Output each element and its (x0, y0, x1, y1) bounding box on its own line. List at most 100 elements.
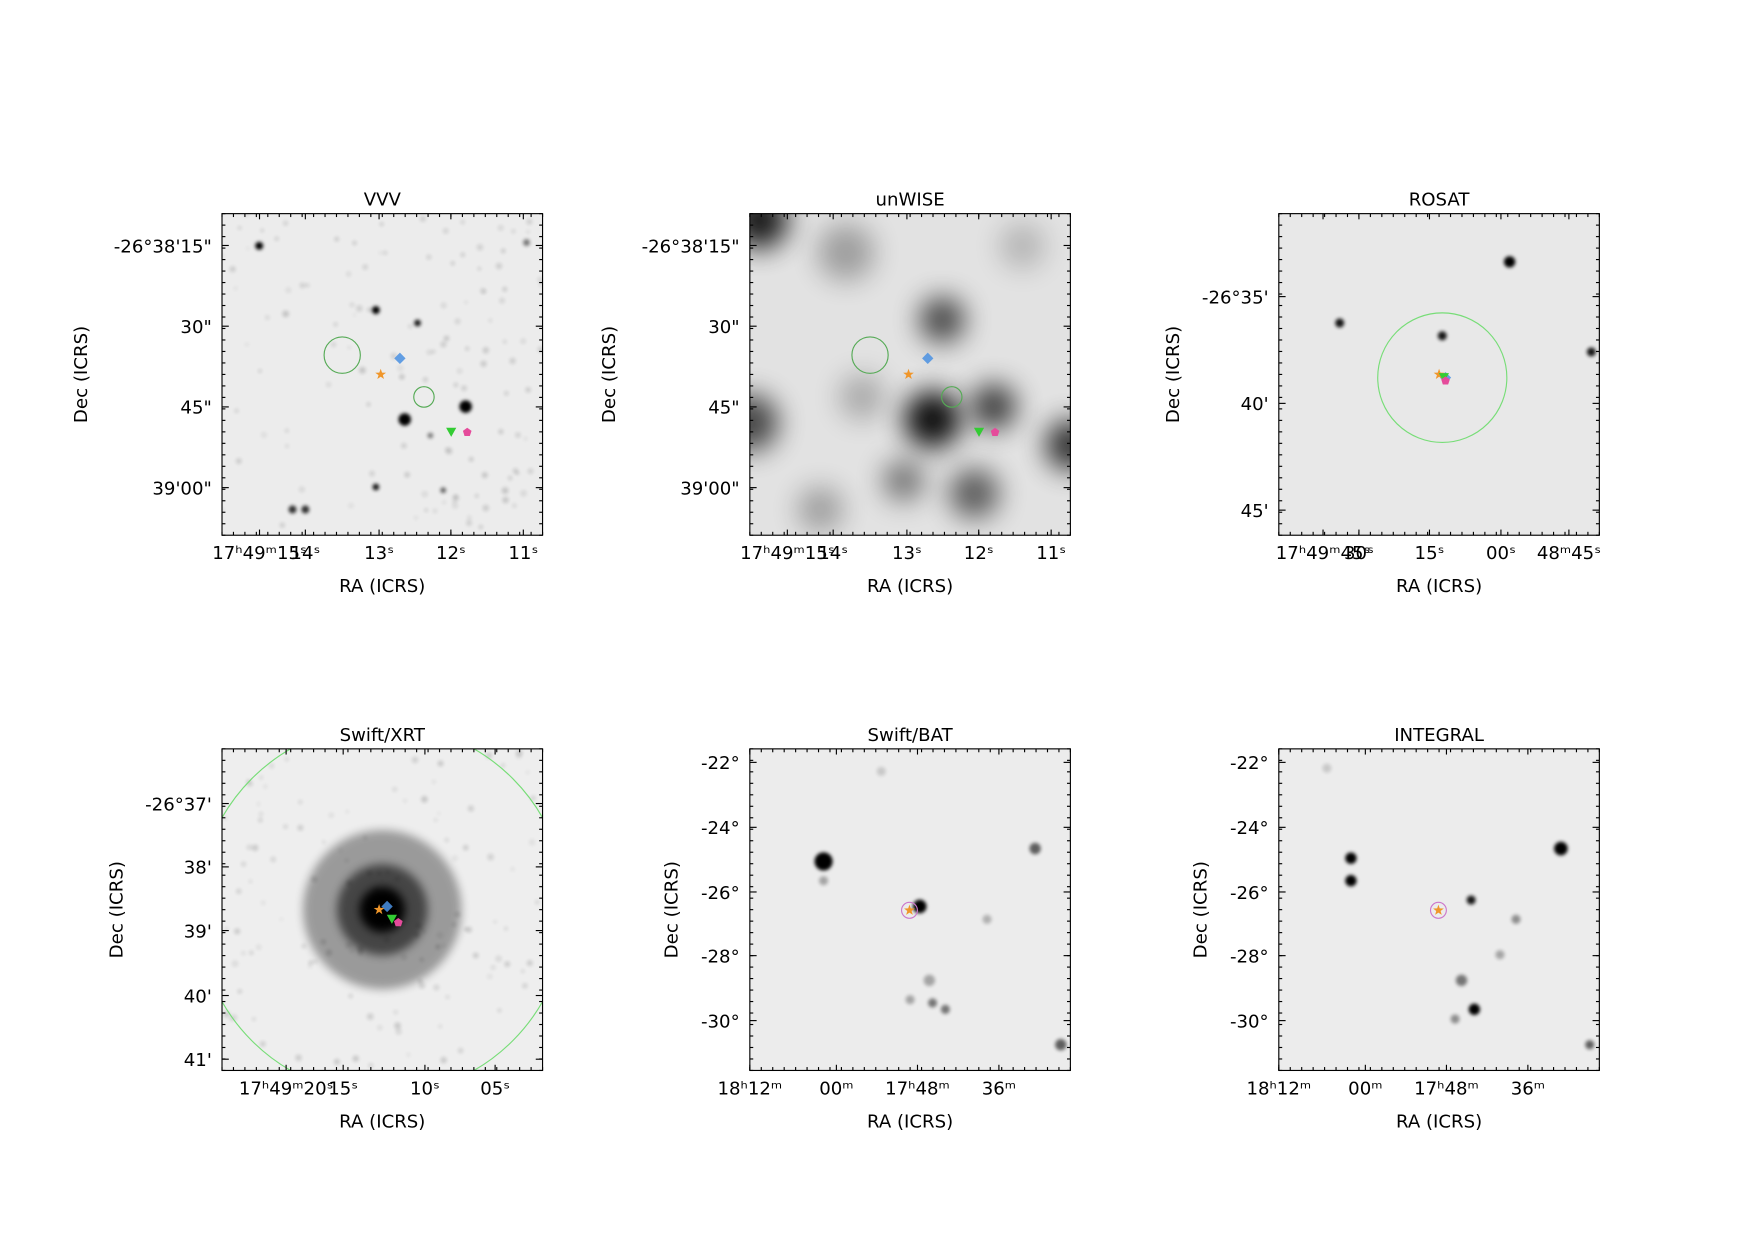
x-tick-label: 13ˢ (364, 543, 394, 564)
error-circle (900, 901, 918, 919)
marker-diamond (381, 900, 393, 913)
faint-source (269, 763, 275, 769)
faint-source (504, 961, 511, 967)
faint-source (334, 236, 339, 242)
faint-source (485, 752, 493, 759)
source (749, 394, 779, 452)
faint-source (466, 520, 472, 526)
faint-source (421, 796, 428, 803)
faint-source (421, 490, 428, 498)
faint-source (486, 973, 493, 980)
source (1586, 347, 1596, 357)
x-tick-label: 30ˢ (1344, 543, 1374, 564)
faint-source (298, 486, 305, 493)
y-tick-label: 39' (184, 921, 212, 942)
faint-source (477, 266, 482, 271)
y-tick-label: -28° (1230, 946, 1269, 967)
faint-source (236, 888, 242, 894)
faint-source (456, 368, 463, 374)
faint-source (495, 262, 503, 270)
faint-source (422, 377, 428, 383)
source (982, 914, 992, 924)
faint-source (284, 757, 289, 762)
x-axis-label: RA (ICRS) (339, 576, 425, 597)
faint-source (407, 324, 413, 329)
faint-source (461, 385, 467, 392)
faint-source (333, 322, 338, 327)
panel: INTEGRAL 18ʰ12ᵐ 00ᵐ 17ʰ48ᵐ 36ᵐ -22° -24° -26° -2… (1190, 725, 1600, 1132)
faint-source (369, 470, 375, 477)
faint-source (251, 1016, 257, 1022)
faint-source (437, 760, 444, 767)
y-tick-label: 40' (1241, 394, 1269, 415)
source (1468, 1003, 1481, 1016)
faint-source (283, 824, 288, 830)
x-tick-label: 17ʰ49ᵐ45ˢ (1276, 543, 1371, 564)
y-tick-label: -26°38'15" (642, 236, 740, 257)
faint-source (237, 226, 242, 230)
faint-source (404, 471, 410, 478)
source (1322, 763, 1332, 773)
source (970, 383, 1017, 430)
faint-source (348, 993, 353, 999)
faint-source (419, 215, 426, 222)
image (1278, 748, 1600, 1071)
faint-source (251, 844, 259, 851)
error-circle (323, 336, 361, 374)
faint-source (379, 222, 384, 227)
source (883, 460, 925, 502)
faint-source (366, 402, 371, 407)
faint-source (245, 246, 250, 251)
y-tick-label: 40' (184, 986, 212, 1007)
y-tick-label: -24° (1230, 818, 1269, 839)
faint-source (442, 500, 447, 505)
x-tick-label: 17ʰ49ᵐ20ˢ (239, 1078, 334, 1099)
x-tick-label: 11ˢ (508, 543, 538, 564)
faint-source (359, 366, 366, 374)
marker-star (904, 904, 915, 915)
image (749, 213, 1071, 536)
source (912, 899, 927, 914)
faint-source (270, 856, 277, 863)
x-tick-label: 36ᵐ (1511, 1078, 1545, 1099)
faint-source (352, 1055, 359, 1062)
x-tick-label: 13ˢ (892, 543, 922, 564)
y-tick-label: -30° (1230, 1011, 1269, 1032)
faint-source (511, 228, 516, 234)
source (1455, 974, 1468, 987)
faint-source (297, 799, 303, 805)
faint-source (509, 357, 516, 365)
faint-source (259, 1041, 266, 1047)
panel-title: Swift/XRT (340, 725, 426, 746)
panel: Swift/BAT 18ʰ12ᵐ 00ᵐ 17ʰ48ᵐ 36ᵐ -22° -24° -26° -… (661, 725, 1071, 1132)
source (427, 432, 434, 439)
faint-source (507, 475, 513, 481)
faint-source (433, 817, 438, 823)
panel-title: unWISE (876, 190, 945, 211)
faint-source (362, 264, 369, 270)
faint-source (246, 844, 253, 851)
faint-source (259, 775, 263, 780)
faint-source (399, 373, 405, 380)
source (817, 223, 875, 281)
x-tick-label: 17ʰ48ᵐ (1414, 1078, 1479, 1099)
x-tick-label: 15ˢ (1415, 543, 1445, 564)
source (1503, 256, 1516, 268)
marker-pentagon (462, 427, 472, 437)
error-circle (413, 386, 435, 408)
y-axis-label: Dec (ICRS) (71, 326, 92, 423)
source (1495, 950, 1505, 960)
faint-source (432, 508, 438, 514)
faint-source (406, 1052, 411, 1057)
faint-source (333, 1058, 340, 1065)
faint-source (284, 443, 290, 449)
y-tick-label: -26° (701, 883, 740, 904)
faint-source (234, 408, 239, 413)
faint-source (352, 313, 357, 317)
source (819, 876, 829, 886)
source (1585, 1040, 1595, 1050)
x-tick-label: 11ˢ (1036, 543, 1066, 564)
faint-source (284, 428, 289, 433)
source (904, 391, 961, 448)
